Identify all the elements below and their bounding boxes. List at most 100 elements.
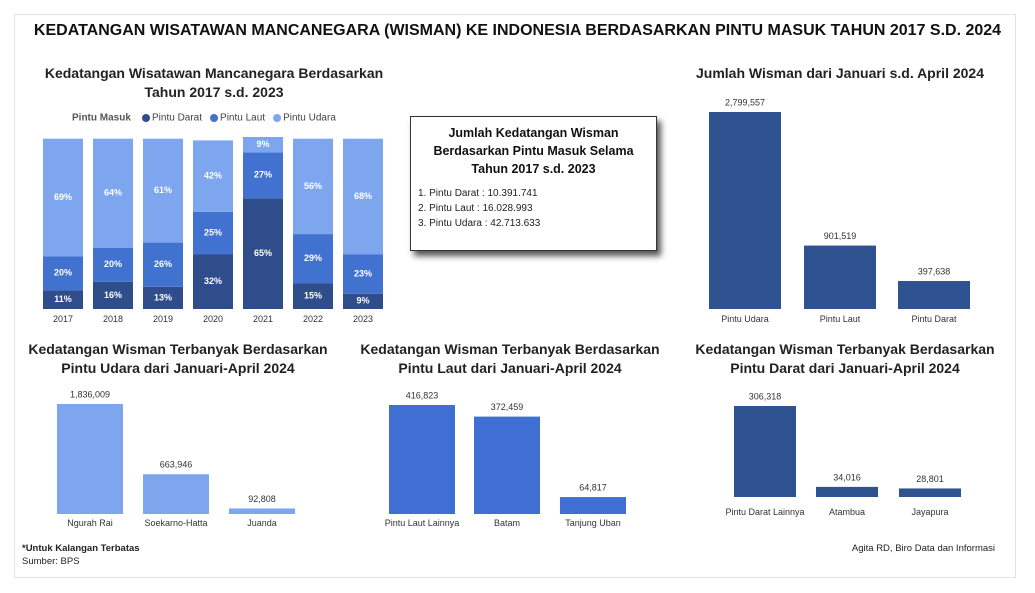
value-label: 27% xyxy=(254,170,272,180)
page-title: KEDATANGAN WISATAWAN MANCANEGARA (WISMAN… xyxy=(33,22,1002,39)
bar-segment xyxy=(293,234,333,284)
bar xyxy=(229,508,295,514)
value-label: 64,817 xyxy=(579,482,607,492)
x-tick-label: 2020 xyxy=(202,314,224,324)
bar xyxy=(734,406,796,497)
x-tick-label: 2019 xyxy=(152,314,174,324)
bar-segment xyxy=(43,138,83,257)
value-label: 61% xyxy=(154,185,172,195)
bar-segment xyxy=(343,293,383,309)
bar xyxy=(560,497,626,514)
x-tick-label: 2021 xyxy=(252,314,274,324)
x-tick-label: 2023 xyxy=(352,314,374,324)
chart-title: Jumlah Wisman dari Januari s.d. April 20… xyxy=(695,65,984,81)
bar xyxy=(143,474,209,514)
x-tick-label: 2018 xyxy=(102,314,124,324)
info-item: 2. Pintu Laut : 16.028.993 xyxy=(418,203,533,214)
value-label: 56% xyxy=(304,181,322,191)
bar-segment xyxy=(193,211,233,255)
x-tick-label: 2017 xyxy=(52,314,74,324)
bar-segment xyxy=(293,138,333,235)
legend-title: Pintu Masuk xyxy=(72,113,131,124)
value-label: 11% xyxy=(54,294,72,304)
x-tick-label: Tanjung Uban xyxy=(565,518,621,528)
value-label: 34,016 xyxy=(833,472,861,482)
x-tick-label: Batam xyxy=(493,518,520,528)
bar-segment xyxy=(143,242,183,287)
bar xyxy=(816,486,878,497)
bar-segment xyxy=(143,138,183,243)
x-tick-label: Atambua xyxy=(828,507,866,517)
value-label: 2,799,557 xyxy=(725,97,765,107)
value-label: 68% xyxy=(354,191,372,201)
value-label: 306,318 xyxy=(749,391,782,401)
value-label: 25% xyxy=(204,228,222,238)
bar-segment xyxy=(43,256,83,291)
bar-segment xyxy=(93,281,133,309)
bar xyxy=(899,488,961,497)
x-tick-label: 2022 xyxy=(302,314,324,324)
value-label: 1,836,009 xyxy=(70,389,110,399)
info-title: Jumlah Kedatangan Wisman Berdasarkan Pin… xyxy=(433,126,634,176)
chart-title: Kedatangan Wisman Terbanyak Berdasarkan … xyxy=(695,341,995,376)
chart-title: Kedatangan Wisman Terbanyak Berdasarkan … xyxy=(360,341,660,376)
info-item: 3. Pintu Udara : 42.713.633 xyxy=(418,218,541,229)
value-label: 372,459 xyxy=(491,402,524,412)
value-label: 92,808 xyxy=(248,494,276,504)
bar-segment xyxy=(293,283,333,309)
x-tick-label: Jayapura xyxy=(911,507,949,517)
x-tick-label: Pintu Darat Lainnya xyxy=(725,507,805,517)
footer-source: Sumber: BPS xyxy=(22,556,80,567)
info-item: 1. Pintu Darat : 10.391.741 xyxy=(418,188,538,199)
bar-segment xyxy=(343,254,383,294)
footer-note: *Untuk Kalangan Terbatas xyxy=(22,543,140,554)
value-label: 13% xyxy=(154,292,172,302)
x-tick-label: Pintu Darat xyxy=(911,314,957,324)
legend-label: Pintu Udara xyxy=(283,113,336,124)
info-box: Jumlah Kedatangan Wisman Berdasarkan Pin… xyxy=(410,116,657,251)
value-label: 42% xyxy=(204,171,222,181)
bar-segment xyxy=(193,254,233,309)
value-label: 32% xyxy=(204,276,222,286)
value-label: 29% xyxy=(304,253,322,263)
x-tick-label: Soekarno-Hatta xyxy=(144,518,208,528)
x-tick-label: Pintu Laut Lainnya xyxy=(384,518,460,528)
value-label: 65% xyxy=(254,248,272,258)
x-tick-label: Ngurah Rai xyxy=(67,518,113,528)
legend-swatch xyxy=(210,114,219,122)
bar xyxy=(389,405,455,514)
value-label: 9% xyxy=(256,139,269,149)
value-label: 397,638 xyxy=(918,266,951,276)
value-label: 64% xyxy=(104,188,122,198)
legend-label: Pintu Laut xyxy=(220,113,265,124)
bar xyxy=(709,112,781,309)
legend-swatch xyxy=(273,114,282,122)
footer-credit: Agita RD, Biro Data dan Informasi xyxy=(851,543,995,554)
bar xyxy=(474,416,540,514)
bar-segment xyxy=(343,138,383,255)
x-tick-label: Pintu Laut xyxy=(819,314,861,324)
x-tick-label: Pintu Udara xyxy=(721,314,769,324)
value-label: 663,946 xyxy=(160,460,193,470)
chart-title: Kedatangan Wisman Terbanyak Berdasarkan … xyxy=(28,341,328,376)
value-label: 901,519 xyxy=(824,231,857,241)
bar xyxy=(804,245,876,309)
value-label: 20% xyxy=(54,268,72,278)
bar-segment xyxy=(43,290,83,309)
value-label: 69% xyxy=(54,192,72,202)
bar-segment xyxy=(93,138,133,248)
legend-label: Pintu Darat xyxy=(152,113,202,124)
bar-segment xyxy=(93,247,133,282)
value-label: 15% xyxy=(304,291,322,301)
bar xyxy=(57,404,123,514)
value-label: 16% xyxy=(104,290,122,300)
chart-title: Kedatangan Wisatawan Mancanegara Berdasa… xyxy=(44,65,384,100)
value-label: 23% xyxy=(354,268,372,278)
value-label: 9% xyxy=(356,296,369,306)
value-label: 20% xyxy=(104,259,122,269)
bar-segment xyxy=(243,137,283,153)
bar-segment xyxy=(193,140,233,212)
bar-segment xyxy=(143,286,183,309)
